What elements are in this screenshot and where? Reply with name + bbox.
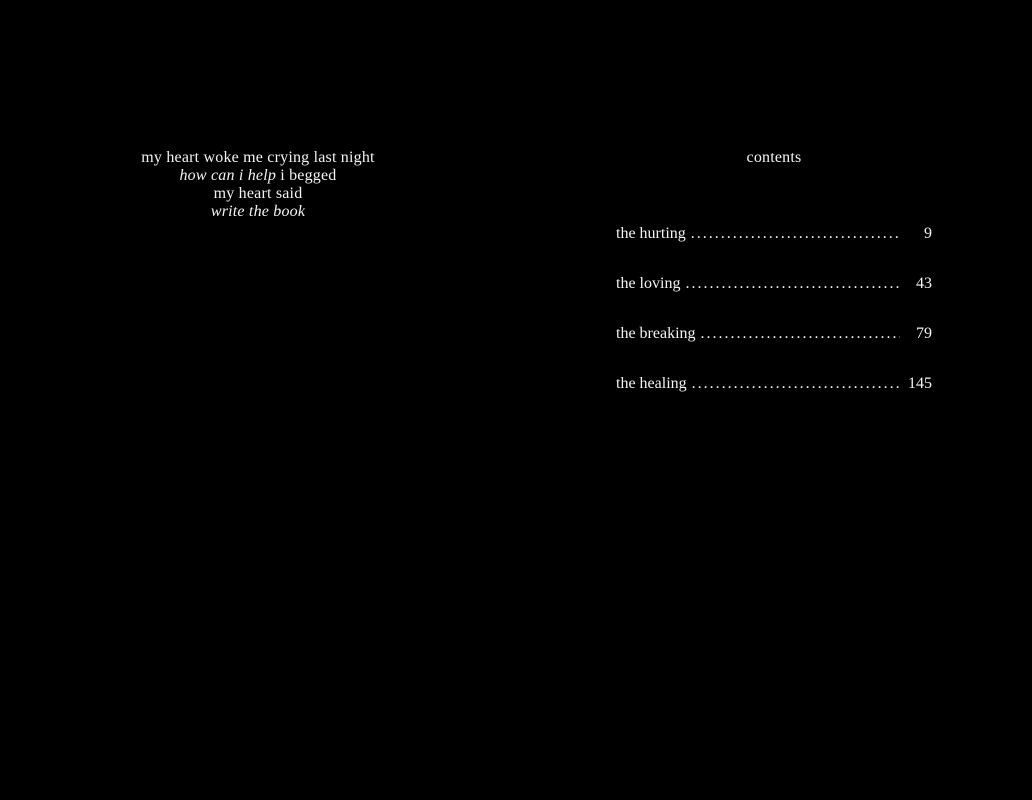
toc-page-number: 9 (924, 225, 932, 242)
toc-title: the breaking (616, 325, 696, 342)
poem-line: my heart said (0, 185, 516, 203)
poem-segment: my heart woke me crying last night (141, 149, 375, 166)
poem: my heart woke me crying last night how c… (0, 149, 516, 221)
toc-title: the healing (616, 375, 687, 392)
toc-row-the-breaking[interactable]: the breaking ...........................… (616, 325, 932, 347)
poem-line: my heart woke me crying last night (0, 149, 516, 167)
toc-row-the-hurting[interactable]: the hurting ............................… (616, 225, 932, 247)
toc-row-the-healing[interactable]: the healing ............................… (616, 375, 932, 397)
toc-page-number: 43 (916, 275, 932, 292)
poem-segment: my heart said (213, 185, 303, 202)
poem-segment: i begged (276, 167, 337, 184)
toc-page-number: 79 (916, 325, 932, 342)
toc-row-the-loving[interactable]: the loving .............................… (616, 275, 932, 297)
dot-leader: ........................................… (685, 275, 900, 292)
dot-leader: ........................................… (700, 325, 900, 342)
toc-title: the loving (616, 275, 681, 292)
toc-page-number: 145 (908, 375, 932, 392)
dot-leader: ........................................… (690, 225, 900, 242)
table-of-contents: the hurting ............................… (616, 225, 932, 425)
poem-line: write the book (0, 203, 516, 221)
toc-title: the hurting (616, 225, 686, 242)
dot-leader: ........................................… (691, 375, 900, 392)
poem-segment-italic: write the book (210, 203, 306, 220)
poem-line: how can i help i begged (0, 167, 516, 185)
contents-heading: contents (746, 149, 802, 166)
poem-segment-italic: how can i help (179, 167, 277, 184)
